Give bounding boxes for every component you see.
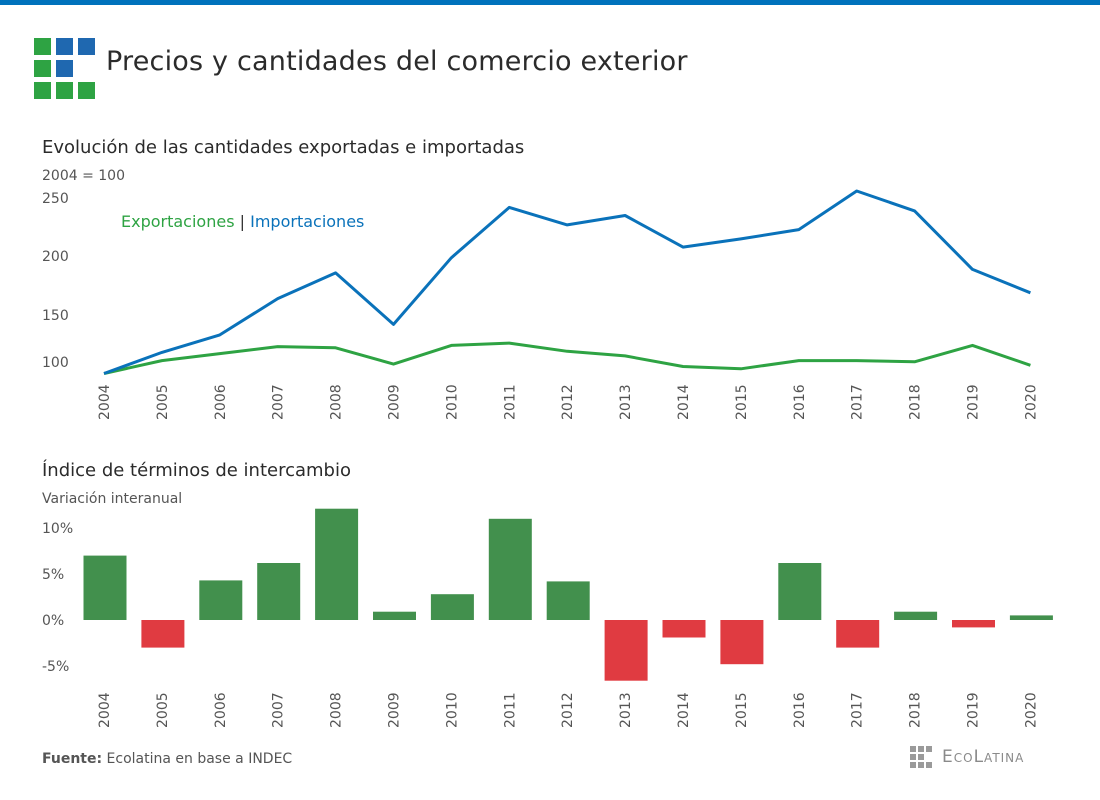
y-tick-label: 0%	[42, 613, 64, 629]
bar-2009	[373, 611, 416, 620]
brand-grid-square	[926, 762, 932, 768]
bar-2011	[488, 518, 532, 620]
x-tick-label: 2020	[1023, 692, 1039, 728]
legend-exports: Exportaciones	[121, 212, 235, 231]
logo-square	[56, 60, 73, 77]
x-tick-label: 2007	[271, 692, 287, 728]
line-chart-title: Evolución de las cantidades exportadas e…	[42, 137, 525, 158]
y-tick-label: 150	[42, 308, 69, 324]
logo-square	[78, 38, 95, 55]
x-tick-label: 2012	[560, 384, 576, 420]
exports-line	[103, 341, 1031, 375]
y-tick-label: 100	[42, 355, 69, 371]
bar-2007	[257, 563, 301, 620]
legend-imports: Importaciones	[250, 212, 365, 231]
source-label: Fuente:	[42, 751, 103, 767]
x-tick-label: 2012	[560, 692, 576, 728]
bar-2015	[720, 620, 764, 665]
brand-grid-square	[918, 754, 924, 760]
line-chart-legend: Exportaciones | Importaciones	[121, 212, 364, 231]
x-tick-label: 2020	[1023, 384, 1039, 420]
bar-2008	[315, 508, 359, 620]
y-tick-label: -5%	[42, 659, 69, 675]
logo-square	[56, 82, 73, 99]
x-tick-label: 2006	[213, 692, 229, 728]
x-tick-label: 2014	[676, 692, 692, 728]
bar-2012	[546, 581, 590, 620]
x-tick-label: 2010	[444, 692, 460, 728]
x-tick-label: 2015	[734, 692, 750, 728]
bar-chart-subtitle: Variación interanual	[42, 491, 183, 507]
bar-2010	[430, 594, 474, 620]
x-tick-label: 2004	[97, 692, 113, 728]
logo-square	[34, 82, 51, 99]
bar-2006	[199, 580, 243, 620]
imports-line	[103, 189, 1031, 375]
logo-square	[56, 38, 73, 55]
brand-grid-square	[918, 762, 924, 768]
brand-name: EcoLatina	[942, 747, 1025, 767]
report-logo-icon	[34, 38, 96, 100]
x-tick-label: 2005	[155, 692, 171, 728]
x-tick-label: 2016	[792, 692, 808, 728]
x-tick-label: 2014	[676, 384, 692, 420]
top-accent-bar	[0, 0, 1100, 5]
x-tick-label: 2015	[734, 384, 750, 420]
y-tick-label: 200	[42, 249, 69, 265]
x-tick-label: 2011	[502, 384, 518, 420]
x-tick-label: 2017	[850, 384, 866, 420]
y-tick-label: 10%	[42, 521, 73, 537]
bar-2019	[952, 620, 995, 628]
x-tick-label: 2019	[966, 384, 982, 420]
bar-2013	[604, 620, 648, 681]
x-tick-label: 2010	[444, 384, 460, 420]
brand-grid-square	[918, 746, 924, 752]
legend-separator: |	[239, 212, 246, 231]
page-title: Precios y cantidades del comercio exteri…	[106, 46, 688, 77]
x-tick-label: 2008	[329, 692, 345, 728]
x-tick-label: 2009	[387, 384, 403, 420]
logo-square	[34, 60, 51, 77]
x-tick-label: 2008	[329, 384, 345, 420]
x-tick-label: 2013	[618, 692, 634, 728]
x-tick-label: 2009	[387, 692, 403, 728]
bar-2004	[83, 555, 127, 620]
x-tick-label: 2007	[271, 384, 287, 420]
x-tick-label: 2005	[155, 384, 171, 420]
bar-2020	[1009, 615, 1053, 620]
brand-grid-square	[926, 746, 932, 752]
x-tick-label: 2019	[966, 692, 982, 728]
bar-2017	[836, 620, 880, 648]
line-chart: 250 200 150 100 2004 2005 2006 2007 2008 2009 2010…	[42, 189, 1039, 420]
bar-chart: 10% 5% 0% -5% 2004 2005 2006 2007 2008 2009 2010 20…	[42, 508, 1053, 728]
y-tick-label: 5%	[42, 567, 64, 583]
brand-grid-square	[910, 746, 916, 752]
x-tick-label: 2018	[908, 384, 924, 420]
logo-square	[34, 38, 51, 55]
x-tick-label: 2006	[213, 384, 229, 420]
x-tick-label: 2013	[618, 384, 634, 420]
source-text: Ecolatina en base a INDEC	[106, 751, 293, 767]
bar-chart-title: Índice de términos de intercambio	[42, 460, 351, 481]
bar-2018	[894, 611, 938, 620]
bar-2005	[141, 620, 185, 648]
x-tick-label: 2004	[97, 384, 113, 420]
brand-grid-square	[910, 762, 916, 768]
bar-2016	[778, 563, 822, 620]
brand-grid-square	[910, 754, 916, 760]
x-tick-label: 2016	[792, 384, 808, 420]
logo-square	[78, 82, 95, 99]
source-note: Fuente: Ecolatina en base a INDEC	[42, 751, 292, 767]
x-tick-label: 2018	[908, 692, 924, 728]
x-tick-label: 2017	[850, 692, 866, 728]
line-chart-subtitle: 2004 = 100	[42, 168, 125, 184]
y-tick-label: 250	[42, 191, 69, 207]
bar-2014	[662, 620, 706, 638]
x-tick-label: 2011	[502, 692, 518, 728]
